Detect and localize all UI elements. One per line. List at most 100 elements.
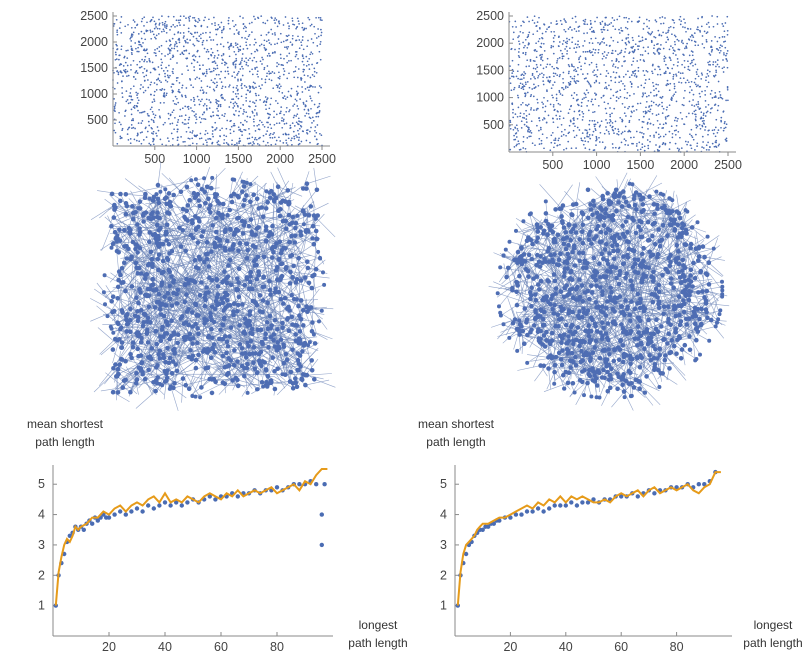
scatter-point (295, 134, 297, 137)
network-edge (218, 380, 233, 395)
scatter-point (543, 117, 545, 119)
scatter-point (649, 108, 652, 111)
network-node (317, 319, 321, 324)
scatter-point (525, 83, 527, 86)
network-edge (182, 308, 197, 316)
scatter-point (307, 16, 310, 19)
scatter-point (298, 127, 301, 130)
scatter-point (263, 125, 266, 128)
scatter-point (217, 140, 220, 142)
scatter-point (641, 36, 644, 39)
scatter-point (135, 91, 138, 94)
network-node (158, 338, 164, 344)
scatter-point (552, 105, 555, 108)
scatter-point (550, 141, 553, 144)
scatter-point (191, 110, 194, 112)
scatter-point (272, 51, 274, 54)
scatter-point (609, 76, 612, 78)
scatter-point (540, 58, 542, 60)
scatter-point (221, 85, 224, 88)
network-edge (296, 243, 314, 257)
scatter-point (720, 126, 722, 129)
scatter-point (226, 66, 229, 69)
scatter-point (317, 35, 320, 38)
network-nodes (109, 181, 321, 396)
scatter-point (132, 59, 135, 62)
scatter-point (173, 45, 176, 47)
scatter-point (577, 26, 580, 28)
scatter-point (657, 83, 659, 86)
network-node (289, 314, 295, 320)
scatter-point (694, 149, 696, 151)
scatter-point (574, 125, 576, 128)
network-node (235, 287, 241, 293)
scatter-point (620, 51, 622, 54)
scatter-point (578, 46, 581, 48)
scatter-point (726, 60, 729, 62)
scatter-point (193, 114, 196, 117)
scatter-point (694, 113, 697, 116)
scatter-point (297, 20, 300, 22)
scatter-point (596, 16, 598, 19)
scatter-point (633, 50, 635, 53)
scatter-point (121, 80, 123, 82)
scatter-point (538, 16, 540, 19)
x-tick-label: 2500 (714, 158, 742, 172)
scatter-point (254, 105, 257, 108)
scatter-point (657, 127, 660, 129)
scatter-point (648, 78, 651, 81)
scatter-point (565, 134, 567, 137)
scatter-point (268, 55, 271, 57)
scatter-point (542, 74, 545, 76)
scatter-point (186, 38, 189, 41)
scatter-point (177, 119, 180, 121)
scatter-point (173, 33, 176, 36)
scatter-point (620, 80, 623, 82)
scatter-point (702, 112, 705, 115)
scatter-point (526, 81, 529, 83)
scatter-point (270, 28, 273, 31)
scatter-point (290, 139, 292, 142)
network-edge (274, 371, 286, 381)
scatter-point (216, 49, 219, 52)
scatter-point (136, 23, 139, 26)
scatter-point (211, 61, 214, 63)
network-edge (285, 359, 288, 376)
scatter-point (559, 49, 562, 52)
scatter-point (594, 37, 597, 40)
scatter-point (275, 19, 278, 21)
scatter-point (643, 86, 645, 89)
scatter-point (708, 26, 711, 28)
scatter-point (688, 100, 691, 103)
scatter-point (558, 115, 561, 118)
scatter-point (279, 53, 282, 56)
scatter-point (281, 92, 284, 94)
scatter-point (624, 47, 627, 50)
scatter-point (312, 86, 314, 88)
scatter-point (520, 87, 523, 90)
network-node (149, 346, 155, 351)
scatter-point (525, 65, 528, 68)
scatter-point (674, 91, 677, 93)
network-node (154, 192, 159, 197)
x-tick-label: 1000 (583, 158, 611, 172)
scatter-point (665, 84, 668, 87)
scatter-point (142, 91, 145, 94)
scatter-point (673, 129, 676, 132)
network-node (152, 305, 158, 310)
scatter-point (690, 147, 693, 150)
network-node (137, 206, 143, 211)
scatter-point (589, 84, 592, 87)
scatter-point (274, 22, 276, 24)
scatter-point (268, 72, 271, 75)
scatter-point (715, 141, 717, 144)
scatter-point (176, 76, 179, 79)
scatter-point (268, 78, 271, 81)
scatter-point (299, 120, 302, 123)
scatter-point (606, 54, 608, 56)
scatter-point (659, 48, 662, 51)
scatter-point (143, 67, 146, 70)
scatter-point (148, 58, 151, 60)
scatter-point (181, 86, 183, 89)
